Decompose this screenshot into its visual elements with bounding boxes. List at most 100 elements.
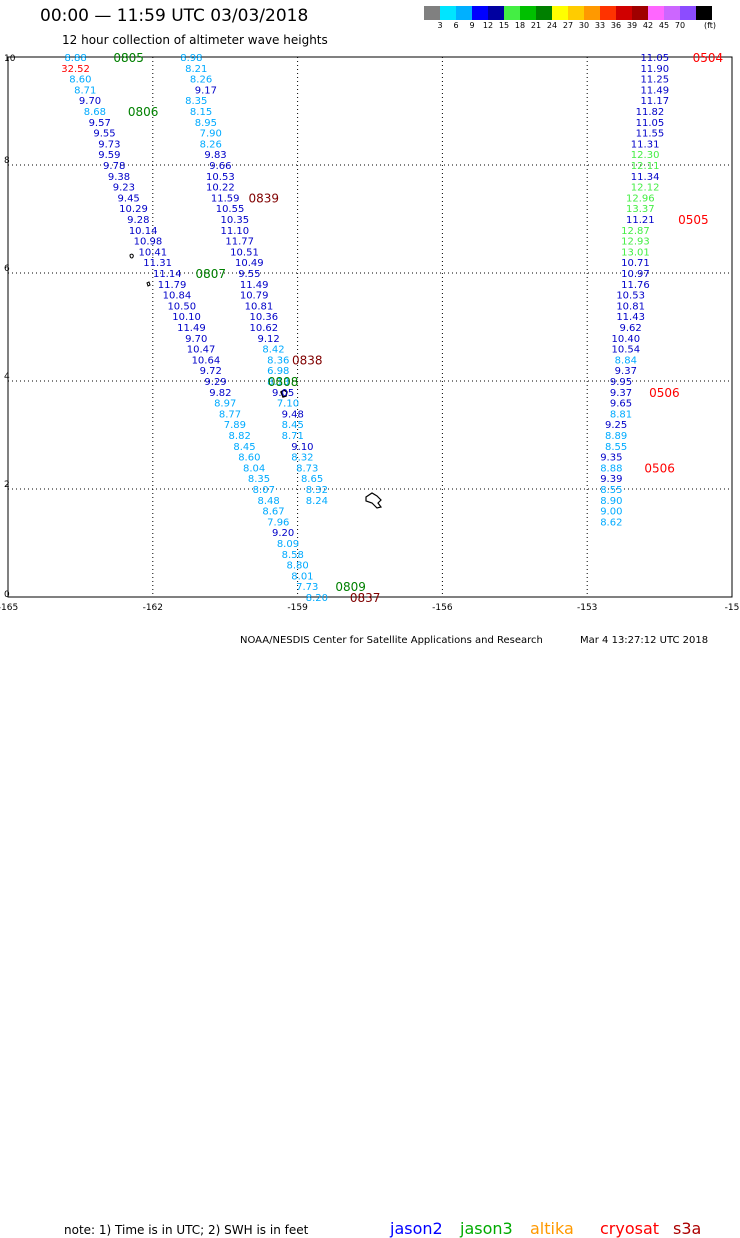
wave-height-value: 9.20 [272, 528, 294, 539]
wave-height-value: 8.32 [306, 485, 328, 496]
wave-height-value: 10.53 [206, 172, 235, 183]
color-scale-label: 12 [482, 21, 494, 30]
wave-height-value: 9.65 [610, 399, 632, 410]
wave-height-value: 9.10 [291, 442, 313, 453]
color-scale-label: 21 [530, 21, 542, 30]
pass-time-label: 0806 [128, 105, 159, 119]
wave-height-value: 7.89 [224, 420, 246, 431]
pass-time-label: 0809 [335, 580, 366, 594]
wave-height-value: 8.21 [185, 64, 207, 75]
map-frame [7, 56, 733, 598]
wave-height-value: 8.60 [238, 453, 260, 464]
wave-height-value: 11.59 [211, 193, 240, 204]
color-scale-label: 36 [610, 21, 622, 30]
wave-height-value: 10.71 [621, 258, 650, 269]
wave-height-value: 10.51 [230, 247, 259, 258]
color-scale-swatch: 30 [579, 6, 600, 30]
wave-height-value: 8.48 [258, 496, 280, 507]
color-scale-swatch: 9 [469, 6, 488, 30]
color-scale-unit: (ft) [704, 21, 717, 30]
wave-height-value: 9.35 [600, 453, 622, 464]
wave-height-value: 13.37 [626, 204, 655, 215]
latitude-tick-label: 10 [4, 54, 16, 64]
pass-time-label: 0839 [249, 191, 280, 205]
wave-height-value: 9.28 [127, 215, 149, 226]
wave-height-value: 10.81 [616, 301, 645, 312]
wave-height-value: 8.20 [306, 593, 328, 604]
wave-height-value: 32.52 [61, 64, 90, 75]
wave-height-value: 8.55 [600, 485, 622, 496]
wave-height-value: 10.55 [216, 204, 245, 215]
wave-height-value: 8.35 [248, 474, 270, 485]
wave-height-value: 7.90 [200, 129, 222, 140]
wave-height-value: 7.10 [277, 399, 299, 410]
pass-time-label: 0504 [693, 51, 724, 65]
legend-s3a: s3a [673, 1219, 702, 1238]
color-scale-label: 6 [453, 21, 459, 30]
wave-height-value: 7.73 [296, 582, 318, 593]
wave-height-value: 10.53 [616, 291, 645, 302]
wave-height-value: 11.05 [636, 118, 665, 129]
wave-height-value: 12.11 [631, 161, 660, 172]
color-scale-swatch: 36 [611, 6, 632, 30]
color-scale-swatch [696, 6, 712, 20]
wave-height-value: 10.81 [245, 301, 274, 312]
wave-height-value: 9.57 [89, 118, 111, 129]
wave-height-value: 8.15 [190, 107, 212, 118]
longitude-tick-label: -162 [143, 603, 163, 613]
wave-height-value: 13.01 [621, 247, 650, 258]
color-scale-label: 27 [562, 21, 574, 30]
wave-height-value: 10.40 [611, 334, 640, 345]
color-scale-swatch: 18 [515, 6, 536, 30]
wave-height-value: 11.05 [640, 53, 669, 64]
wave-height-value: 9.25 [605, 420, 627, 431]
color-scale-label: 24 [546, 21, 558, 30]
wave-height-value: 11.49 [177, 323, 206, 334]
wave-height-map: -165-162-159-156-153-1510864208.8832.528… [0, 51, 739, 613]
wave-height-value: 8.60 [69, 75, 91, 86]
wave-height-value: 10.50 [167, 301, 196, 312]
wave-height-value: 11.14 [153, 269, 182, 280]
island-shape [146, 281, 151, 287]
latitude-tick-label: 4 [4, 372, 10, 382]
wave-height-value: 9.38 [108, 172, 130, 183]
wave-height-value: 8.45 [282, 420, 304, 431]
wave-height-value: 10.22 [206, 183, 235, 194]
wave-height-value: 10.79 [240, 291, 269, 302]
wave-height-value: 8.95 [195, 118, 217, 129]
pass-time-label: 0808 [268, 375, 299, 389]
wave-height-value: 9.66 [209, 161, 231, 172]
color-scale-label: 18 [514, 21, 526, 30]
wave-height-value: 12.96 [626, 193, 655, 204]
wave-height-value: 8.71 [282, 431, 304, 442]
legend-note: note: 1) Time is in UTC; 2) SWH is in fe… [64, 1223, 309, 1237]
wave-height-value: 10.41 [138, 247, 167, 258]
wave-height-value: 9.12 [258, 334, 280, 345]
wave-height-value: 8.62 [600, 517, 622, 528]
wave-height-value: 7.96 [267, 517, 289, 528]
wave-height-value: 9.17 [195, 85, 217, 96]
wave-height-value: 8.89 [605, 431, 627, 442]
pass-time-label: 0506 [644, 461, 675, 475]
wave-height-value: 9.48 [282, 409, 304, 420]
wave-height-value: 9.55 [93, 129, 115, 140]
wave-height-value: 10.62 [249, 323, 278, 334]
color-scale-swatch: 45 [659, 6, 680, 30]
wave-height-value: 9.82 [209, 388, 231, 399]
color-scale-swatch: 27 [563, 6, 584, 30]
legend-jason3: jason3 [460, 1219, 513, 1238]
pass-time-label: 0837 [350, 591, 381, 605]
wave-height-value: 8.01 [291, 571, 313, 582]
wave-height-value: 11.17 [640, 96, 669, 107]
wave-height-value: 11.82 [636, 107, 665, 118]
wave-height-value: 9.37 [610, 388, 632, 399]
color-scale-swatch: 33 [595, 6, 616, 30]
wave-height-value: 8.55 [605, 442, 627, 453]
color-scale-swatch: 21 [531, 6, 552, 30]
wave-height-value: 9.70 [185, 334, 207, 345]
island-shape [129, 253, 134, 259]
wave-height-value: 10.84 [163, 291, 192, 302]
wave-height-value: 9.78 [103, 161, 125, 172]
wave-height-value: 10.35 [221, 215, 250, 226]
wave-height-value: 8.98 [180, 53, 202, 64]
